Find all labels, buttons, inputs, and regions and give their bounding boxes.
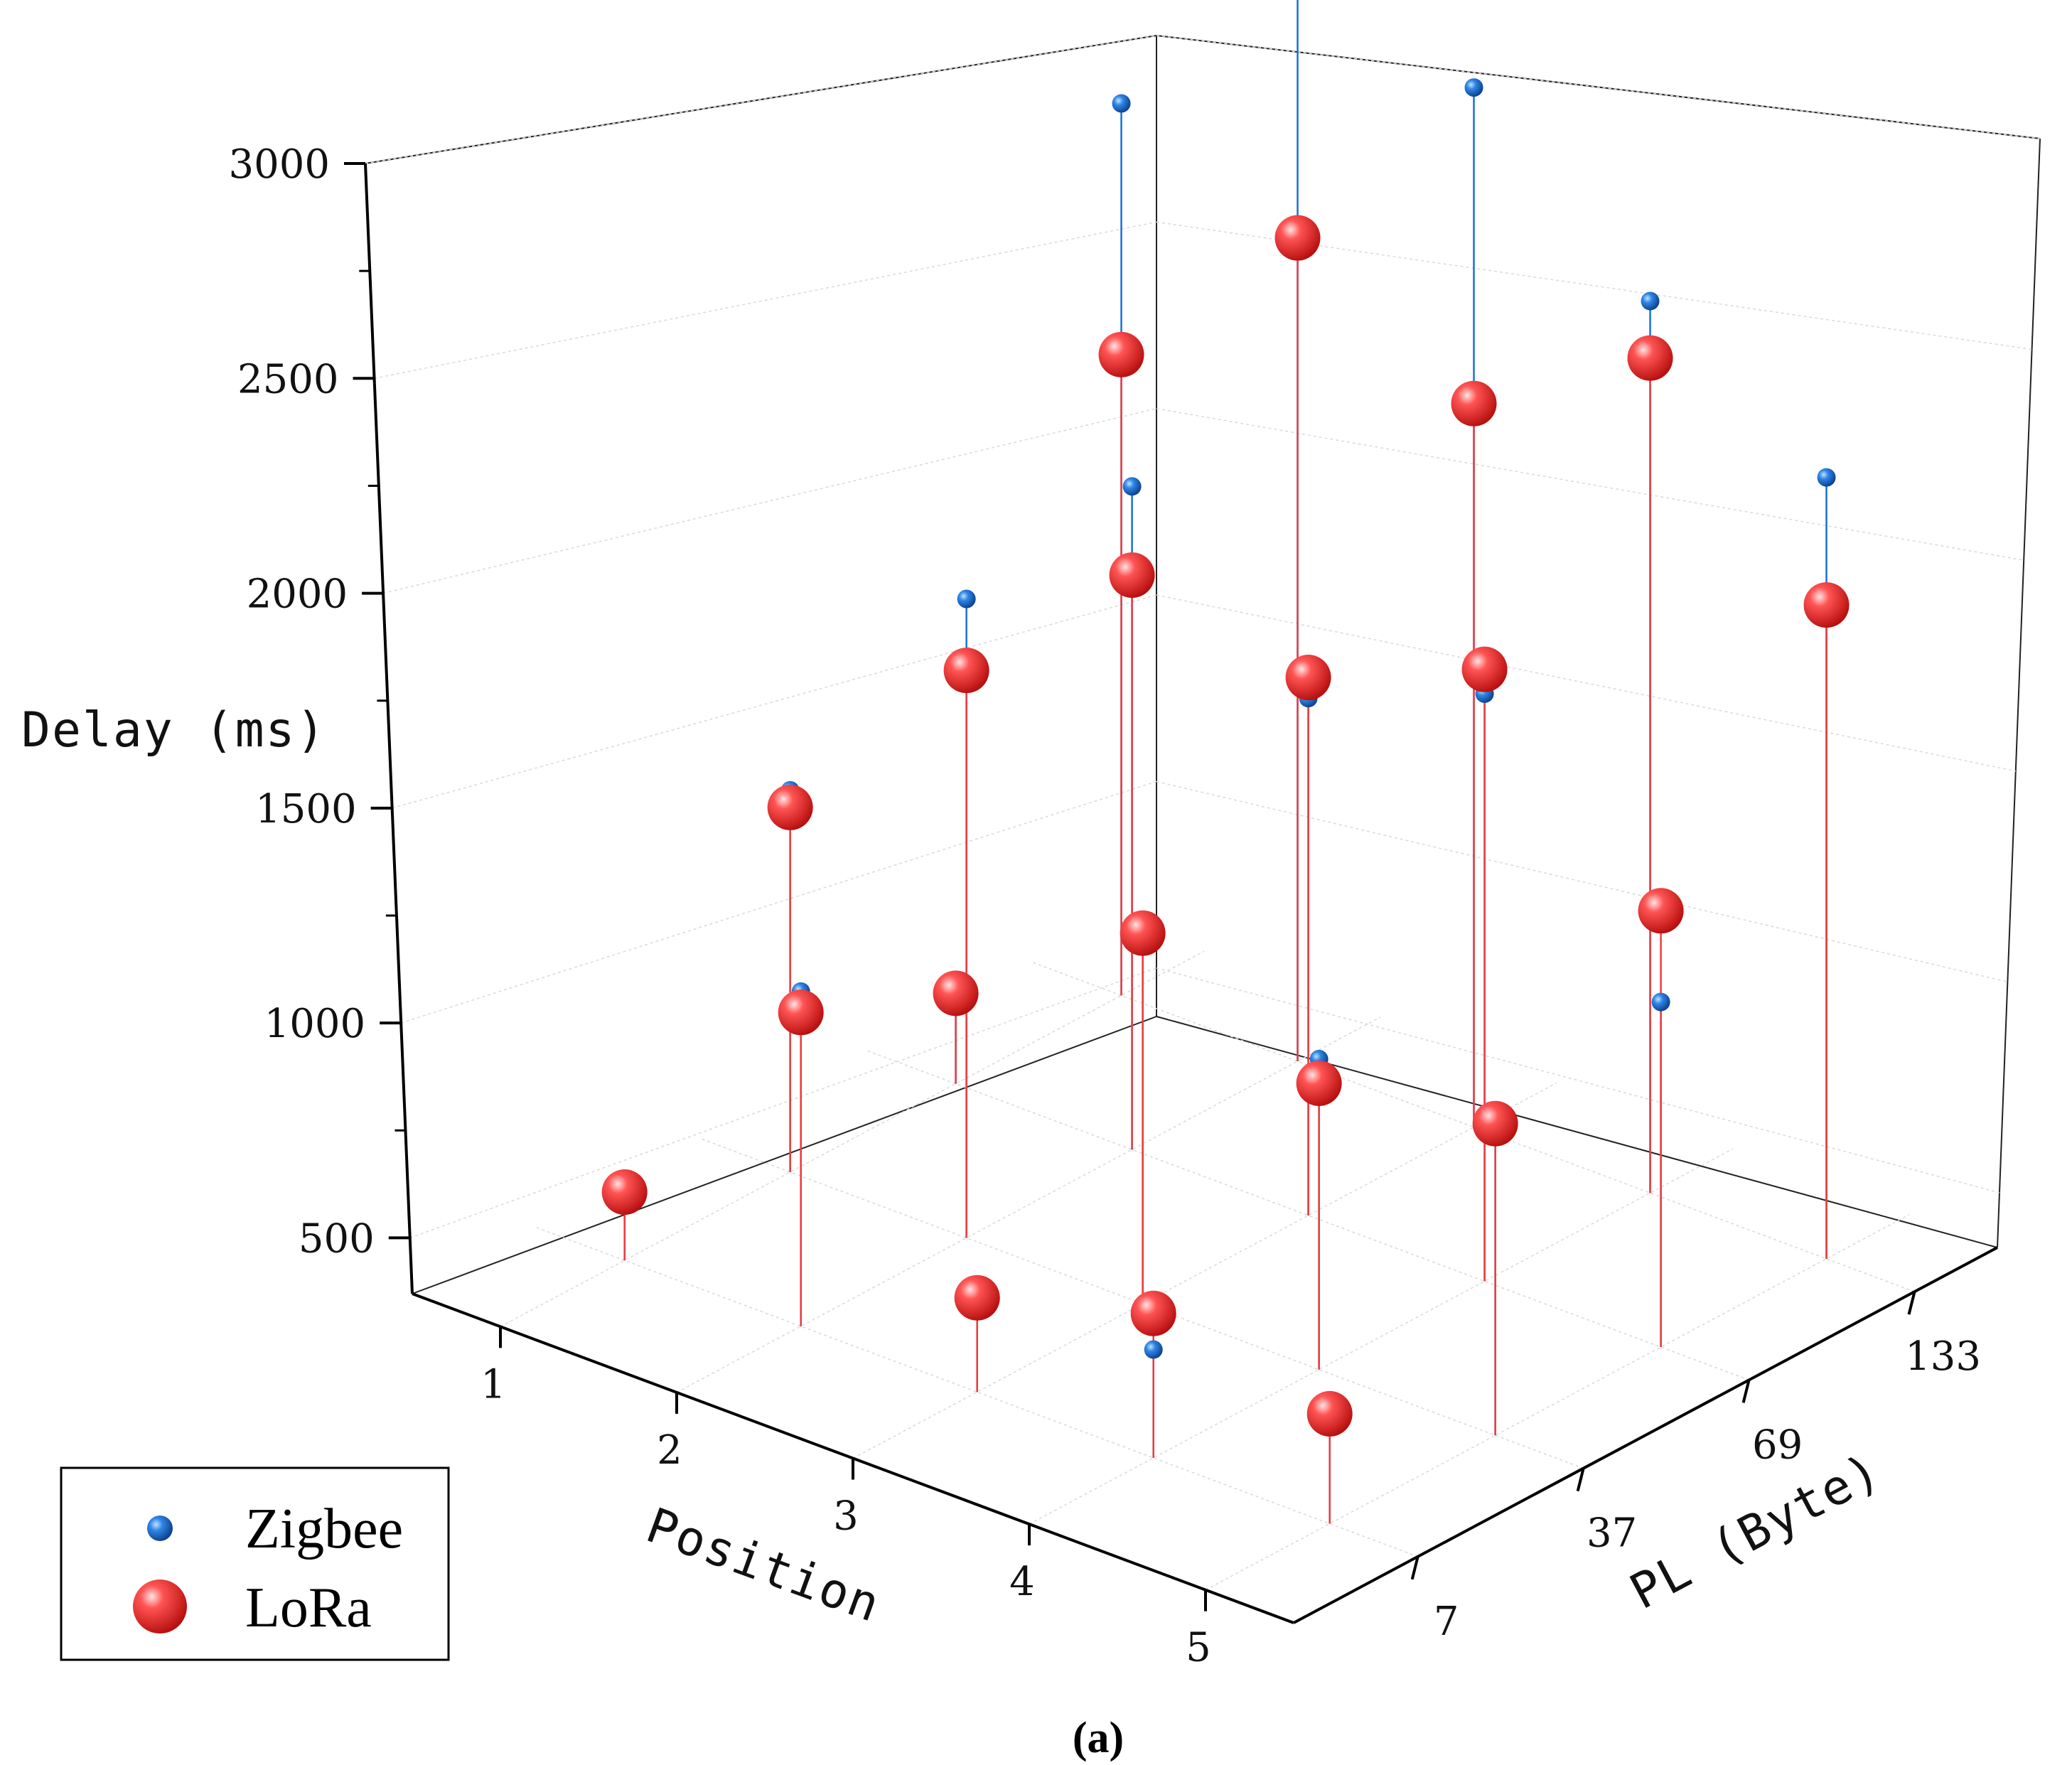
grid-line-z-left <box>409 967 1157 1239</box>
lora-point <box>1296 1060 1342 1106</box>
figure-caption: (a) <box>1073 1714 1124 1762</box>
lora-point <box>954 1275 1000 1321</box>
zigbee-point <box>1464 78 1483 97</box>
grid-line-position <box>676 1016 1381 1393</box>
z-tick-label: 1000 <box>264 1001 366 1047</box>
z-tick-label: 3000 <box>228 141 330 188</box>
legend-zigbee-label: Zigbee <box>245 1498 403 1560</box>
lora-point <box>1306 1390 1353 1437</box>
x-tick-label: 2 <box>657 1427 682 1474</box>
x-tick-label: 1 <box>481 1361 506 1407</box>
lora-point <box>1461 646 1508 692</box>
lora-point <box>1627 335 1673 381</box>
y-tick-label: 37 <box>1587 1511 1637 1557</box>
y-major-tick <box>1907 1291 1916 1315</box>
lora-point <box>1120 910 1166 956</box>
ticks: 500 1000 1500 2000 2500 3000 1 2 3 4 5 7 37 69 133 <box>228 141 1980 1671</box>
grid-line-z-right <box>1156 780 2008 983</box>
y-major-tick <box>1410 1556 1419 1580</box>
z-tick-label: 500 <box>299 1216 375 1262</box>
lora-point <box>601 1169 648 1216</box>
lora-point <box>1472 1100 1518 1147</box>
lora-point <box>1803 582 1850 628</box>
y-axis-line <box>1293 1246 1998 1624</box>
floor-edge-back-left <box>412 1016 1157 1294</box>
grid-line-z-right <box>1156 967 2000 1193</box>
grid-line-z-right <box>1156 594 2016 772</box>
grid-line-z-left <box>374 221 1157 380</box>
lora-point <box>933 970 979 1016</box>
lora-point <box>767 784 813 830</box>
zigbee-point <box>1144 1340 1163 1359</box>
floor-edge-back-right <box>1156 1016 1998 1248</box>
x-tick-label: 4 <box>1009 1559 1035 1605</box>
grid-line-z-left <box>382 407 1157 594</box>
zigbee-point <box>1122 477 1142 496</box>
zigbee-point <box>1641 291 1660 311</box>
zigbee-point <box>1817 468 1836 487</box>
grid-line-z-left <box>392 594 1157 809</box>
lora-point <box>1638 888 1684 934</box>
y-tick-label: 69 <box>1752 1422 1803 1468</box>
legend: Zigbee LoRa <box>60 1466 450 1661</box>
grid-line-z-left <box>400 780 1157 1024</box>
z-tick-label: 1500 <box>255 786 357 832</box>
z-axis-line <box>364 163 414 1294</box>
grid-line-position <box>852 1082 1557 1459</box>
grid-line-position <box>500 950 1205 1327</box>
lora-point <box>1451 380 1497 427</box>
grid-line-z-right <box>1156 35 2041 139</box>
y-major-tick <box>1741 1379 1751 1403</box>
legend-lora-label: LoRa <box>245 1577 372 1639</box>
lora-point <box>1098 331 1144 377</box>
zigbee-point <box>957 589 976 608</box>
stems <box>623 0 1827 1524</box>
x-tick-label: 5 <box>1186 1625 1211 1671</box>
grid-line-z-right <box>1156 407 2024 561</box>
lora-point <box>778 989 824 1036</box>
grid-line-position <box>1205 1214 1910 1591</box>
zigbee-point <box>1112 94 1131 113</box>
grid-lines <box>365 35 2041 1591</box>
lora-point <box>943 648 989 694</box>
z-tick-label: 2500 <box>237 356 339 402</box>
lora-point <box>1109 552 1155 599</box>
markers <box>601 78 1850 1437</box>
legend-box <box>60 1466 450 1661</box>
lora-point <box>1274 215 1321 261</box>
grid-line-position <box>1029 1148 1734 1525</box>
wall-edge-right-vertical <box>1997 138 2041 1248</box>
lora-point <box>1130 1290 1176 1336</box>
y-tick-label: 133 <box>1905 1334 1981 1380</box>
y-major-tick <box>1576 1468 1585 1492</box>
grid-line-z-left <box>365 35 1157 164</box>
y-axis-title: PL (Byte) <box>1621 1442 1890 1621</box>
zigbee-point <box>1651 992 1670 1012</box>
back-walls <box>365 35 2041 1294</box>
z-axis-title: Delay (ms) <box>21 702 326 758</box>
axes <box>364 163 1998 1624</box>
y-tick-label: 7 <box>1434 1599 1459 1645</box>
lora-point <box>1285 655 1331 701</box>
x-tick-label: 3 <box>833 1493 859 1540</box>
legend-lora-marker <box>133 1579 187 1633</box>
legend-zigbee-marker <box>147 1515 173 1541</box>
z-tick-label: 2000 <box>247 572 348 618</box>
